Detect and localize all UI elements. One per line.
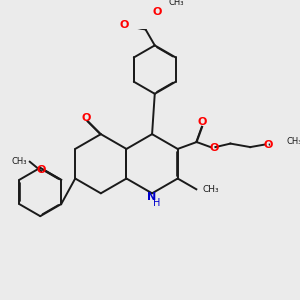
Text: O: O	[36, 165, 45, 175]
Text: H: H	[153, 198, 161, 208]
Text: CH₃: CH₃	[202, 185, 219, 194]
Text: O: O	[210, 143, 219, 153]
Text: O: O	[120, 20, 129, 30]
Text: O: O	[197, 117, 207, 127]
Text: N: N	[148, 191, 157, 202]
Text: CH₃: CH₃	[169, 0, 184, 7]
Text: O: O	[264, 140, 273, 149]
Text: CH₃: CH₃	[12, 157, 27, 166]
Text: CH₃: CH₃	[286, 137, 300, 146]
Text: O: O	[152, 8, 162, 17]
Text: O: O	[82, 112, 91, 123]
